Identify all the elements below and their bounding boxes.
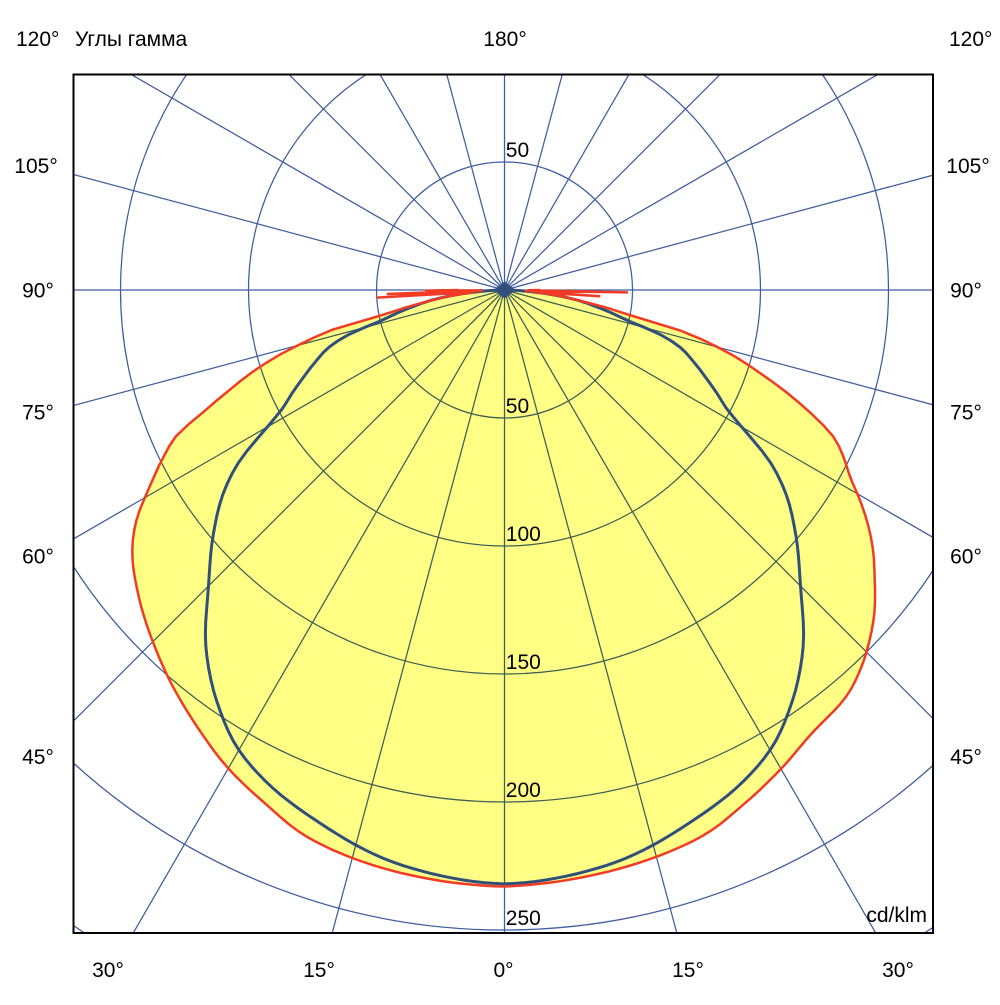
svg-text:15°: 15° <box>303 959 335 982</box>
svg-text:180°: 180° <box>483 28 526 51</box>
svg-text:60°: 60° <box>22 546 54 569</box>
svg-text:45°: 45° <box>22 746 54 769</box>
svg-text:150: 150 <box>506 651 541 674</box>
svg-text:15°: 15° <box>672 959 704 982</box>
svg-text:90°: 90° <box>22 280 54 303</box>
svg-text:50: 50 <box>506 139 529 162</box>
svg-text:120°: 120° <box>16 28 59 51</box>
svg-text:105°: 105° <box>946 155 989 178</box>
svg-text:50: 50 <box>506 395 529 418</box>
svg-text:75°: 75° <box>22 402 54 425</box>
svg-text:90°: 90° <box>950 280 982 303</box>
svg-text:200: 200 <box>506 779 541 802</box>
svg-text:cd/klm: cd/klm <box>866 904 927 927</box>
svg-text:45°: 45° <box>950 746 982 769</box>
svg-text:0°: 0° <box>493 959 513 982</box>
svg-text:250: 250 <box>506 907 541 930</box>
svg-text:Углы гамма: Углы гамма <box>75 28 188 51</box>
svg-text:100: 100 <box>506 523 541 546</box>
svg-text:105°: 105° <box>14 155 57 178</box>
svg-text:120°: 120° <box>949 28 992 51</box>
svg-text:75°: 75° <box>950 402 982 425</box>
svg-text:60°: 60° <box>950 546 982 569</box>
svg-text:30°: 30° <box>882 959 914 982</box>
svg-text:30°: 30° <box>92 959 124 982</box>
